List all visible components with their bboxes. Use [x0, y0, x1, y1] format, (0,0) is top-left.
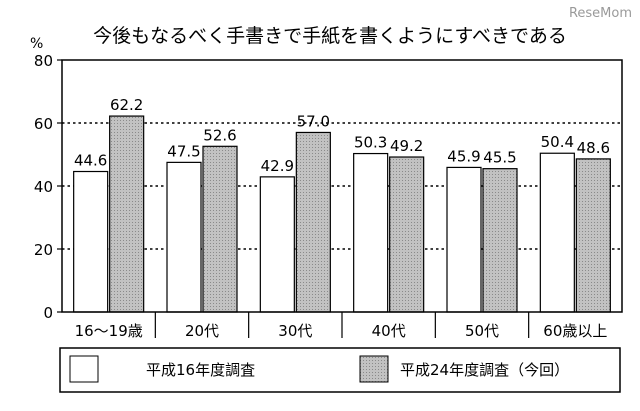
data-label: 44.6 [74, 152, 107, 170]
watermark-logo: ReseMom [568, 6, 632, 21]
legend: 平成16年度調査 平成24年度調査（今回） [59, 347, 621, 393]
data-label: 47.5 [167, 142, 200, 160]
data-label: 50.3 [354, 134, 387, 152]
data-label: 45.5 [483, 149, 516, 167]
data-label: 49.2 [390, 137, 423, 155]
bar-series-1 [353, 152, 389, 313]
y-axis-unit: % [30, 36, 43, 52]
x-tick-label: 20代 [185, 322, 219, 340]
data-label: 45.9 [447, 147, 480, 165]
data-label: 48.6 [577, 139, 610, 157]
bar-series-2 [109, 115, 145, 313]
bar-series-1 [446, 166, 482, 313]
bars [73, 115, 611, 313]
data-label: 57.0 [297, 112, 330, 130]
legend-swatch-series-1 [69, 355, 99, 383]
legend-label-series-2: 平成24年度調査（今回） [400, 361, 569, 379]
bar-series-2 [482, 168, 518, 313]
data-labels: 44.6 62.2 47.552.6 42.9 57.0 50.3 49.2 45.9 45.5… [74, 96, 610, 175]
bar-series-2 [295, 131, 331, 313]
chart-title: 今後もなるべく手書きで手紙を書くようにすべきである [93, 25, 567, 47]
gridlines [62, 122, 622, 250]
legend-swatch-series-2 [359, 355, 389, 383]
y-tick-label: 40 [34, 178, 53, 196]
x-tick-label: 16～19歳 [75, 322, 143, 340]
y-tick-label: 60 [34, 115, 53, 133]
bar-series-1 [73, 170, 109, 313]
bar-series-2 [575, 158, 611, 313]
x-axis-labels: 16～19歳 20代 30代 40代 50代 60歳以上 [75, 312, 607, 340]
y-tick-label: 80 [34, 52, 53, 70]
y-axis-ticks: 0 20 40 60 80 [34, 52, 62, 322]
x-tick-label: 30代 [278, 322, 312, 340]
bar-series-2 [389, 156, 425, 313]
bar-series-1 [259, 176, 295, 313]
x-tick-label: 50代 [465, 322, 499, 340]
data-label: 52.6 [203, 126, 236, 144]
data-label: 50.4 [541, 133, 574, 151]
y-tick-label: 20 [34, 241, 53, 259]
bar-series-1 [166, 161, 202, 313]
bar-series-1 [539, 152, 575, 313]
data-label: 62.2 [110, 96, 143, 114]
y-tick-label: 0 [43, 304, 53, 322]
legend-label-series-1: 平成16年度調査 [146, 361, 255, 379]
x-tick-label: 40代 [372, 322, 406, 340]
bar-series-2 [202, 145, 238, 313]
data-label: 42.9 [261, 157, 294, 175]
legend-box [59, 347, 621, 393]
plot-area-border [61, 59, 623, 313]
x-tick-label: 60歳以上 [543, 322, 607, 340]
plot-frame [61, 59, 623, 313]
